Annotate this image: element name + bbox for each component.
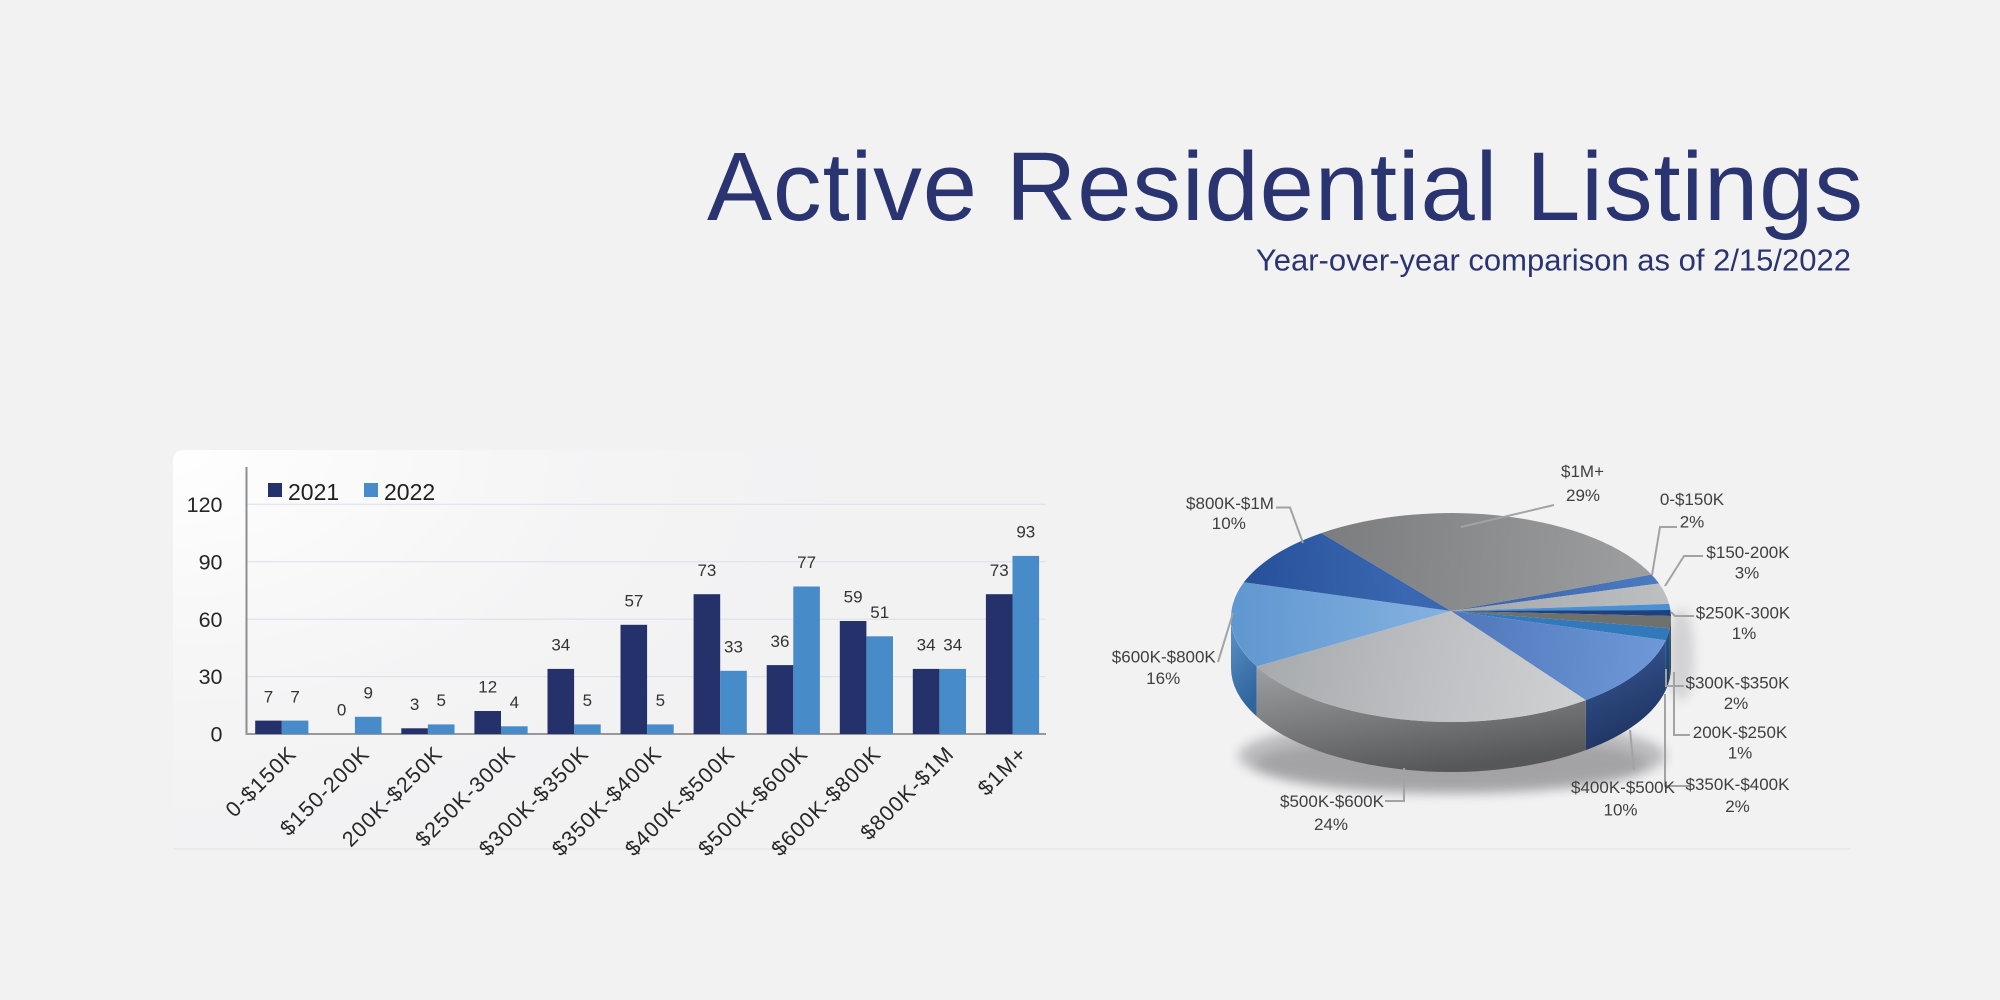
svg-text:3%: 3% [1735, 564, 1760, 583]
svg-text:$800K-$1M: $800K-$1M [1186, 494, 1274, 513]
svg-text:7: 7 [290, 687, 299, 706]
svg-text:60: 60 [199, 608, 223, 632]
svg-text:24%: 24% [1314, 815, 1348, 834]
svg-text:77: 77 [797, 553, 816, 572]
svg-text:12: 12 [478, 678, 497, 697]
svg-text:4: 4 [510, 693, 519, 712]
svg-text:57: 57 [624, 592, 643, 611]
svg-text:2%: 2% [1725, 797, 1750, 816]
svg-text:36: 36 [771, 632, 790, 651]
svg-text:34: 34 [943, 636, 962, 655]
svg-text:51: 51 [870, 603, 889, 622]
svg-text:90: 90 [199, 550, 223, 574]
svg-text:Active Residential Listings: Active Residential Listings [707, 132, 1864, 241]
svg-text:$150-200K: $150-200K [1706, 543, 1790, 562]
svg-text:5: 5 [436, 691, 445, 710]
svg-text:93: 93 [1016, 523, 1035, 542]
svg-text:$350K-$400K: $350K-$400K [1686, 775, 1791, 794]
svg-text:73: 73 [990, 561, 1009, 580]
svg-text:Year-over-year comparison as o: Year-over-year comparison as of 2/15/202… [1256, 243, 1851, 278]
svg-text:2022: 2022 [384, 479, 435, 505]
svg-text:$250K-300K: $250K-300K [1696, 604, 1791, 623]
svg-text:9: 9 [363, 684, 372, 703]
svg-text:1%: 1% [1732, 624, 1757, 643]
svg-text:34: 34 [917, 636, 936, 655]
svg-text:34: 34 [551, 636, 570, 655]
svg-text:30: 30 [199, 665, 223, 689]
svg-text:$300K-$350K: $300K-$350K [1686, 674, 1791, 693]
svg-text:33: 33 [724, 638, 743, 657]
svg-text:0-$150K: 0-$150K [1660, 490, 1725, 509]
svg-text:1%: 1% [1728, 744, 1753, 763]
svg-text:10%: 10% [1212, 514, 1246, 533]
svg-text:73: 73 [697, 561, 716, 580]
svg-text:2%: 2% [1680, 513, 1705, 532]
svg-text:0: 0 [211, 723, 223, 747]
svg-text:16%: 16% [1146, 669, 1180, 688]
svg-text:2%: 2% [1724, 694, 1749, 713]
svg-text:10%: 10% [1603, 801, 1637, 820]
svg-text:59: 59 [844, 588, 863, 607]
svg-text:29%: 29% [1566, 486, 1600, 505]
svg-text:5: 5 [583, 691, 592, 710]
svg-text:0: 0 [337, 701, 346, 720]
svg-text:$500K-$600K: $500K-$600K [1280, 792, 1385, 811]
svg-text:$400K-$500K: $400K-$500K [1571, 778, 1676, 797]
svg-text:5: 5 [656, 691, 665, 710]
svg-text:$1M+: $1M+ [1561, 462, 1604, 481]
svg-text:120: 120 [187, 493, 223, 517]
svg-text:$600K-$800K: $600K-$800K [1112, 648, 1217, 667]
svg-text:200K-$250K: 200K-$250K [1693, 723, 1788, 742]
svg-text:7: 7 [264, 687, 273, 706]
svg-text:2021: 2021 [288, 479, 339, 505]
svg-text:3: 3 [410, 695, 419, 714]
